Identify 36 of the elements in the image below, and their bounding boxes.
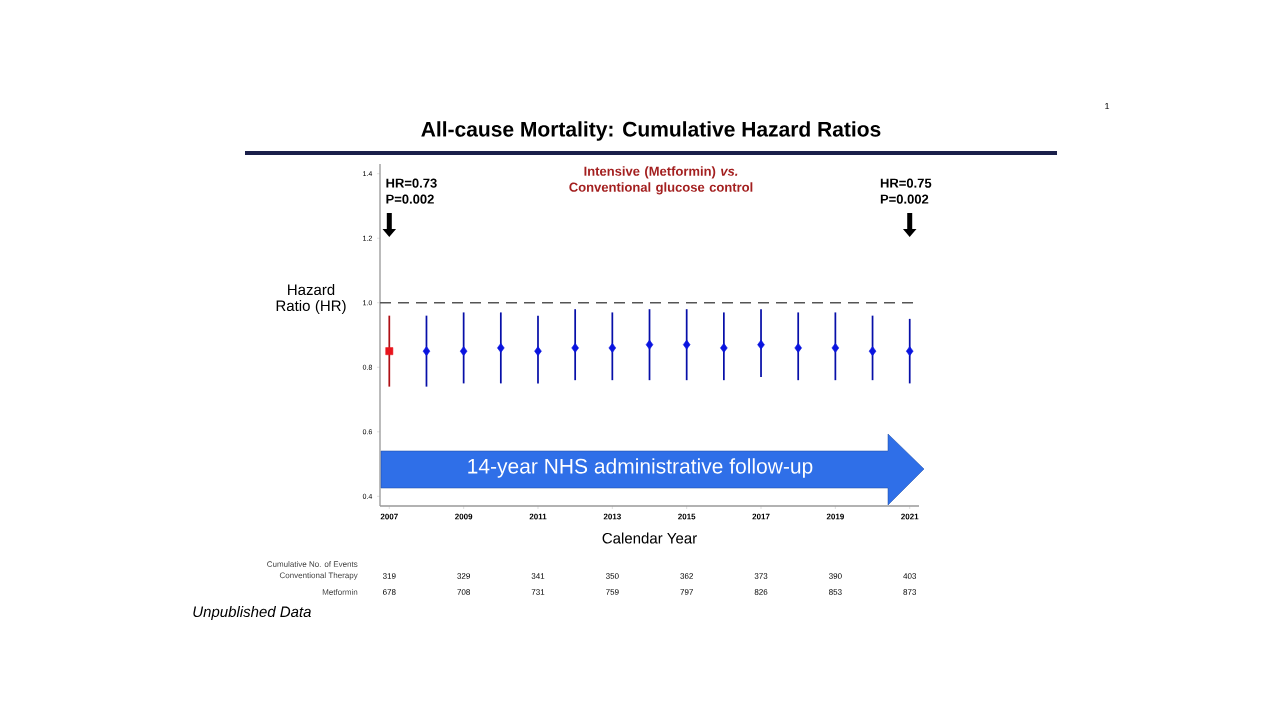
text: Cumulative No. of Events [267, 561, 358, 567]
text: 708 [457, 589, 470, 595]
text: 319 [382, 573, 396, 579]
text: 873 [903, 589, 917, 595]
x-tick-label: 2017 [752, 513, 770, 520]
x-tick-label: 2011 [529, 513, 547, 520]
text: 853 [829, 589, 842, 595]
text: 390 [829, 573, 842, 579]
text: Conventional Therapy [279, 572, 358, 580]
text: 826 [754, 589, 768, 595]
text: 329 [457, 573, 470, 579]
x-tick-label: 2021 [901, 513, 919, 520]
y-axis-title: Hazard Ratio (HR) [276, 284, 346, 314]
text: Unpublished Data [193, 606, 311, 620]
x-axis-title: Calendar Year [602, 532, 697, 544]
annotation: HR=0.73 P=0.002 [386, 178, 437, 204]
annotation: 14-year NHS administrative follow-up [468, 458, 813, 478]
chart-title: All-cause Mortality: Cumulative Hazard Ratios [421, 121, 881, 141]
text: 1 [1105, 102, 1110, 110]
text: 403 [903, 573, 917, 579]
text: 731 [531, 589, 545, 595]
text: 373 [754, 573, 768, 579]
text: 797 [680, 589, 693, 595]
x-tick-label: 2019 [826, 513, 844, 520]
x-tick-label: 2015 [678, 513, 696, 520]
x-tick-label: 2007 [380, 513, 398, 520]
x-tick-label: 2009 [455, 513, 473, 520]
annotation: HR=0.75 P=0.002 [880, 178, 932, 204]
text: 341 [531, 573, 545, 579]
text: 678 [383, 589, 396, 595]
text: Intensive (Metformin) vs. Conventional glucose control [569, 166, 753, 195]
text: Metformin [322, 589, 358, 595]
text: 759 [606, 589, 619, 595]
text: 350 [605, 573, 619, 579]
x-tick-label: 2013 [603, 513, 621, 520]
text: 362 [680, 573, 693, 579]
